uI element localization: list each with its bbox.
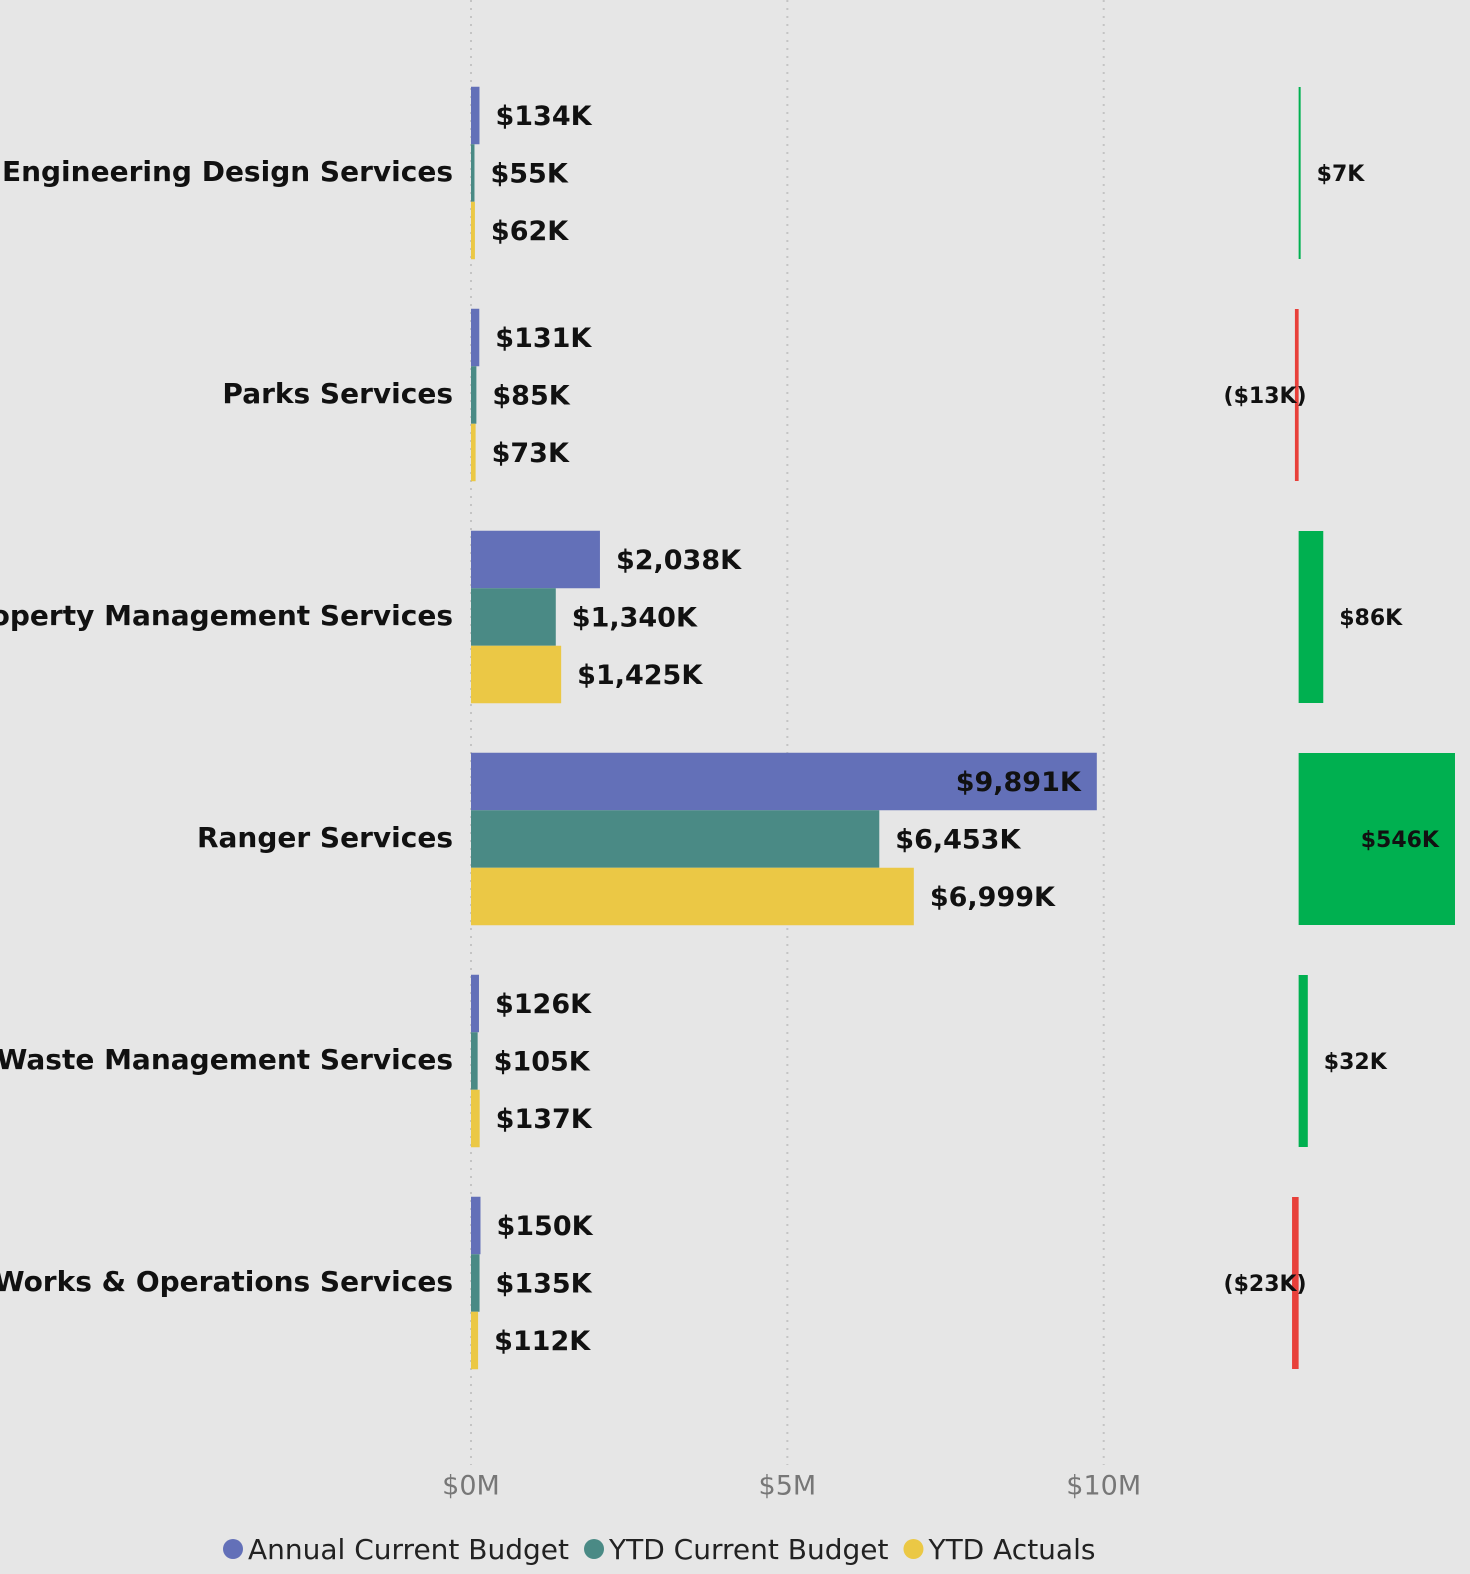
value-label: $62K	[491, 216, 569, 247]
bar	[471, 201, 475, 260]
legend-marker	[223, 1539, 243, 1559]
legend-label: YTD Current Budget	[608, 1533, 888, 1566]
x-tick-label: $0M	[442, 1471, 500, 1502]
value-label: $6,999K	[930, 882, 1056, 913]
bar	[471, 144, 475, 202]
bar	[471, 867, 914, 926]
legend-label: Annual Current Budget	[248, 1533, 569, 1566]
variance-label: ($23K)	[1224, 1272, 1307, 1297]
variance-bar	[1292, 1197, 1299, 1369]
legend-label: YTD Actuals	[927, 1533, 1095, 1566]
value-label: $112K	[494, 1326, 591, 1357]
bar	[471, 645, 562, 704]
value-label: $135K	[496, 1269, 593, 1300]
value-label: $85K	[492, 381, 570, 412]
bar	[471, 974, 479, 1033]
bar	[471, 423, 476, 482]
value-label: $105K	[494, 1047, 591, 1078]
value-label: $131K	[495, 323, 592, 354]
category-label: Parks Services	[222, 377, 453, 410]
value-label: $150K	[496, 1211, 593, 1242]
variance-label: $7K	[1317, 162, 1366, 187]
variance-bar	[1298, 753, 1455, 925]
bar	[471, 752, 1097, 811]
value-label: $137K	[496, 1104, 593, 1135]
category-label: Waste Management Services	[0, 1043, 453, 1076]
variance-bar	[1298, 531, 1324, 703]
value-label: $1,425K	[577, 660, 703, 691]
bar	[471, 1089, 480, 1148]
variance-label: $32K	[1324, 1050, 1388, 1075]
value-label: $134K	[495, 101, 592, 132]
value-label: $6,453K	[895, 825, 1021, 856]
value-label: $55K	[490, 159, 568, 190]
bar	[471, 1311, 479, 1370]
variance-label: $86K	[1339, 606, 1403, 631]
value-label: $126K	[495, 989, 592, 1020]
bar	[471, 1196, 481, 1255]
bar	[471, 810, 880, 868]
value-label: $1,340K	[572, 603, 698, 634]
bar	[471, 530, 600, 589]
legend-marker	[584, 1539, 605, 1559]
category-label: Ranger Services	[197, 821, 453, 854]
bar	[471, 1032, 478, 1090]
x-tick-label: $5M	[759, 1471, 817, 1502]
bar	[471, 1254, 480, 1312]
variance-bar	[1294, 309, 1299, 481]
legend-marker	[903, 1539, 924, 1559]
variance-label: $546K	[1361, 828, 1440, 853]
category-label: Works & Operations Services	[0, 1265, 453, 1298]
variance-bar	[1298, 87, 1301, 259]
category-label: Engineering Design Services	[2, 155, 453, 188]
bar	[471, 308, 480, 367]
bar	[471, 86, 480, 145]
x-tick-label: $10M	[1066, 1471, 1141, 1502]
variance-bar	[1298, 975, 1308, 1147]
bar	[471, 588, 556, 646]
value-label: $9,891K	[956, 767, 1082, 798]
category-label: Property Management Services	[0, 599, 453, 632]
variance-label: ($13K)	[1224, 384, 1307, 409]
value-label: $2,038K	[616, 545, 742, 576]
value-label: $73K	[492, 438, 570, 469]
bar	[471, 366, 477, 424]
